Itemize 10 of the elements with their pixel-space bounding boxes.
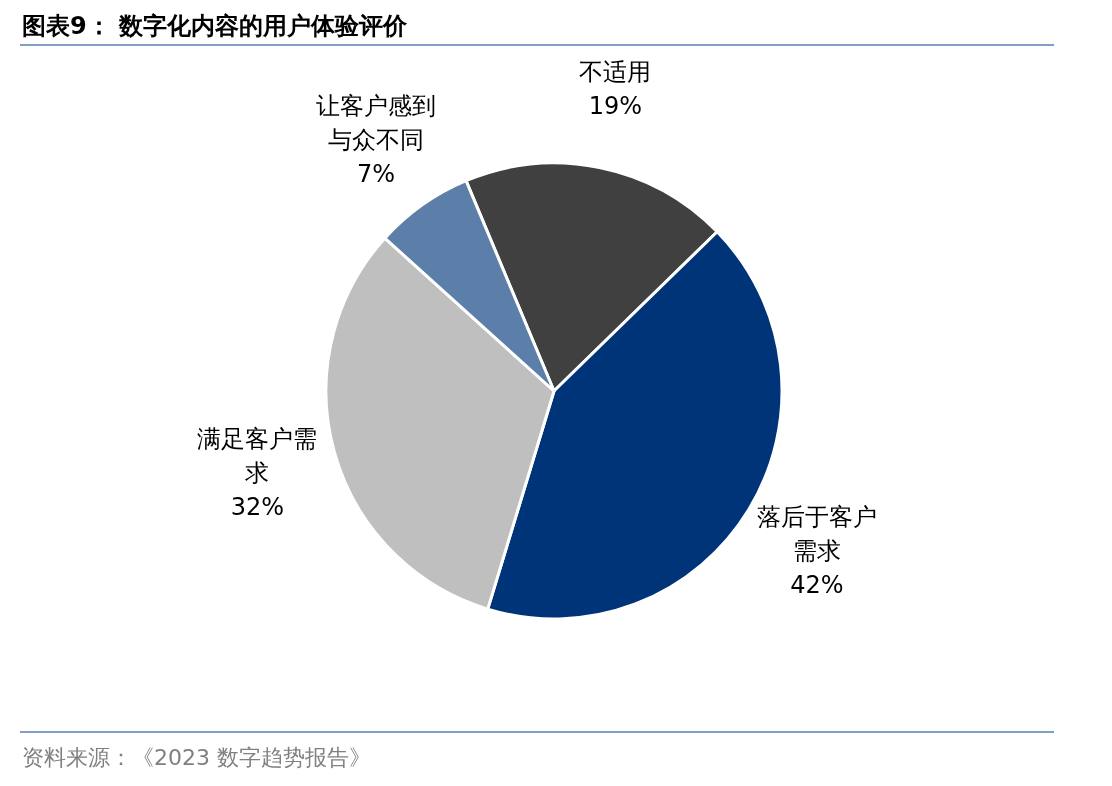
slice-label: 不适用 [579,58,652,87]
data-label: 32% [230,493,285,522]
data-label: 7% [357,159,396,188]
slice-label: 落后于客户需求 [757,502,877,565]
chart-title: 图表9： 数字化内容的用户体验评价 [22,12,409,40]
data-label: 42% [790,570,844,599]
text: 资料来源：《2023 数字趋势报告》 [22,745,371,770]
data-label: 19% [588,92,643,121]
slice-label: 让客户感到与众不同 [316,91,437,154]
slice-label: 满足客户需求 [197,425,318,488]
